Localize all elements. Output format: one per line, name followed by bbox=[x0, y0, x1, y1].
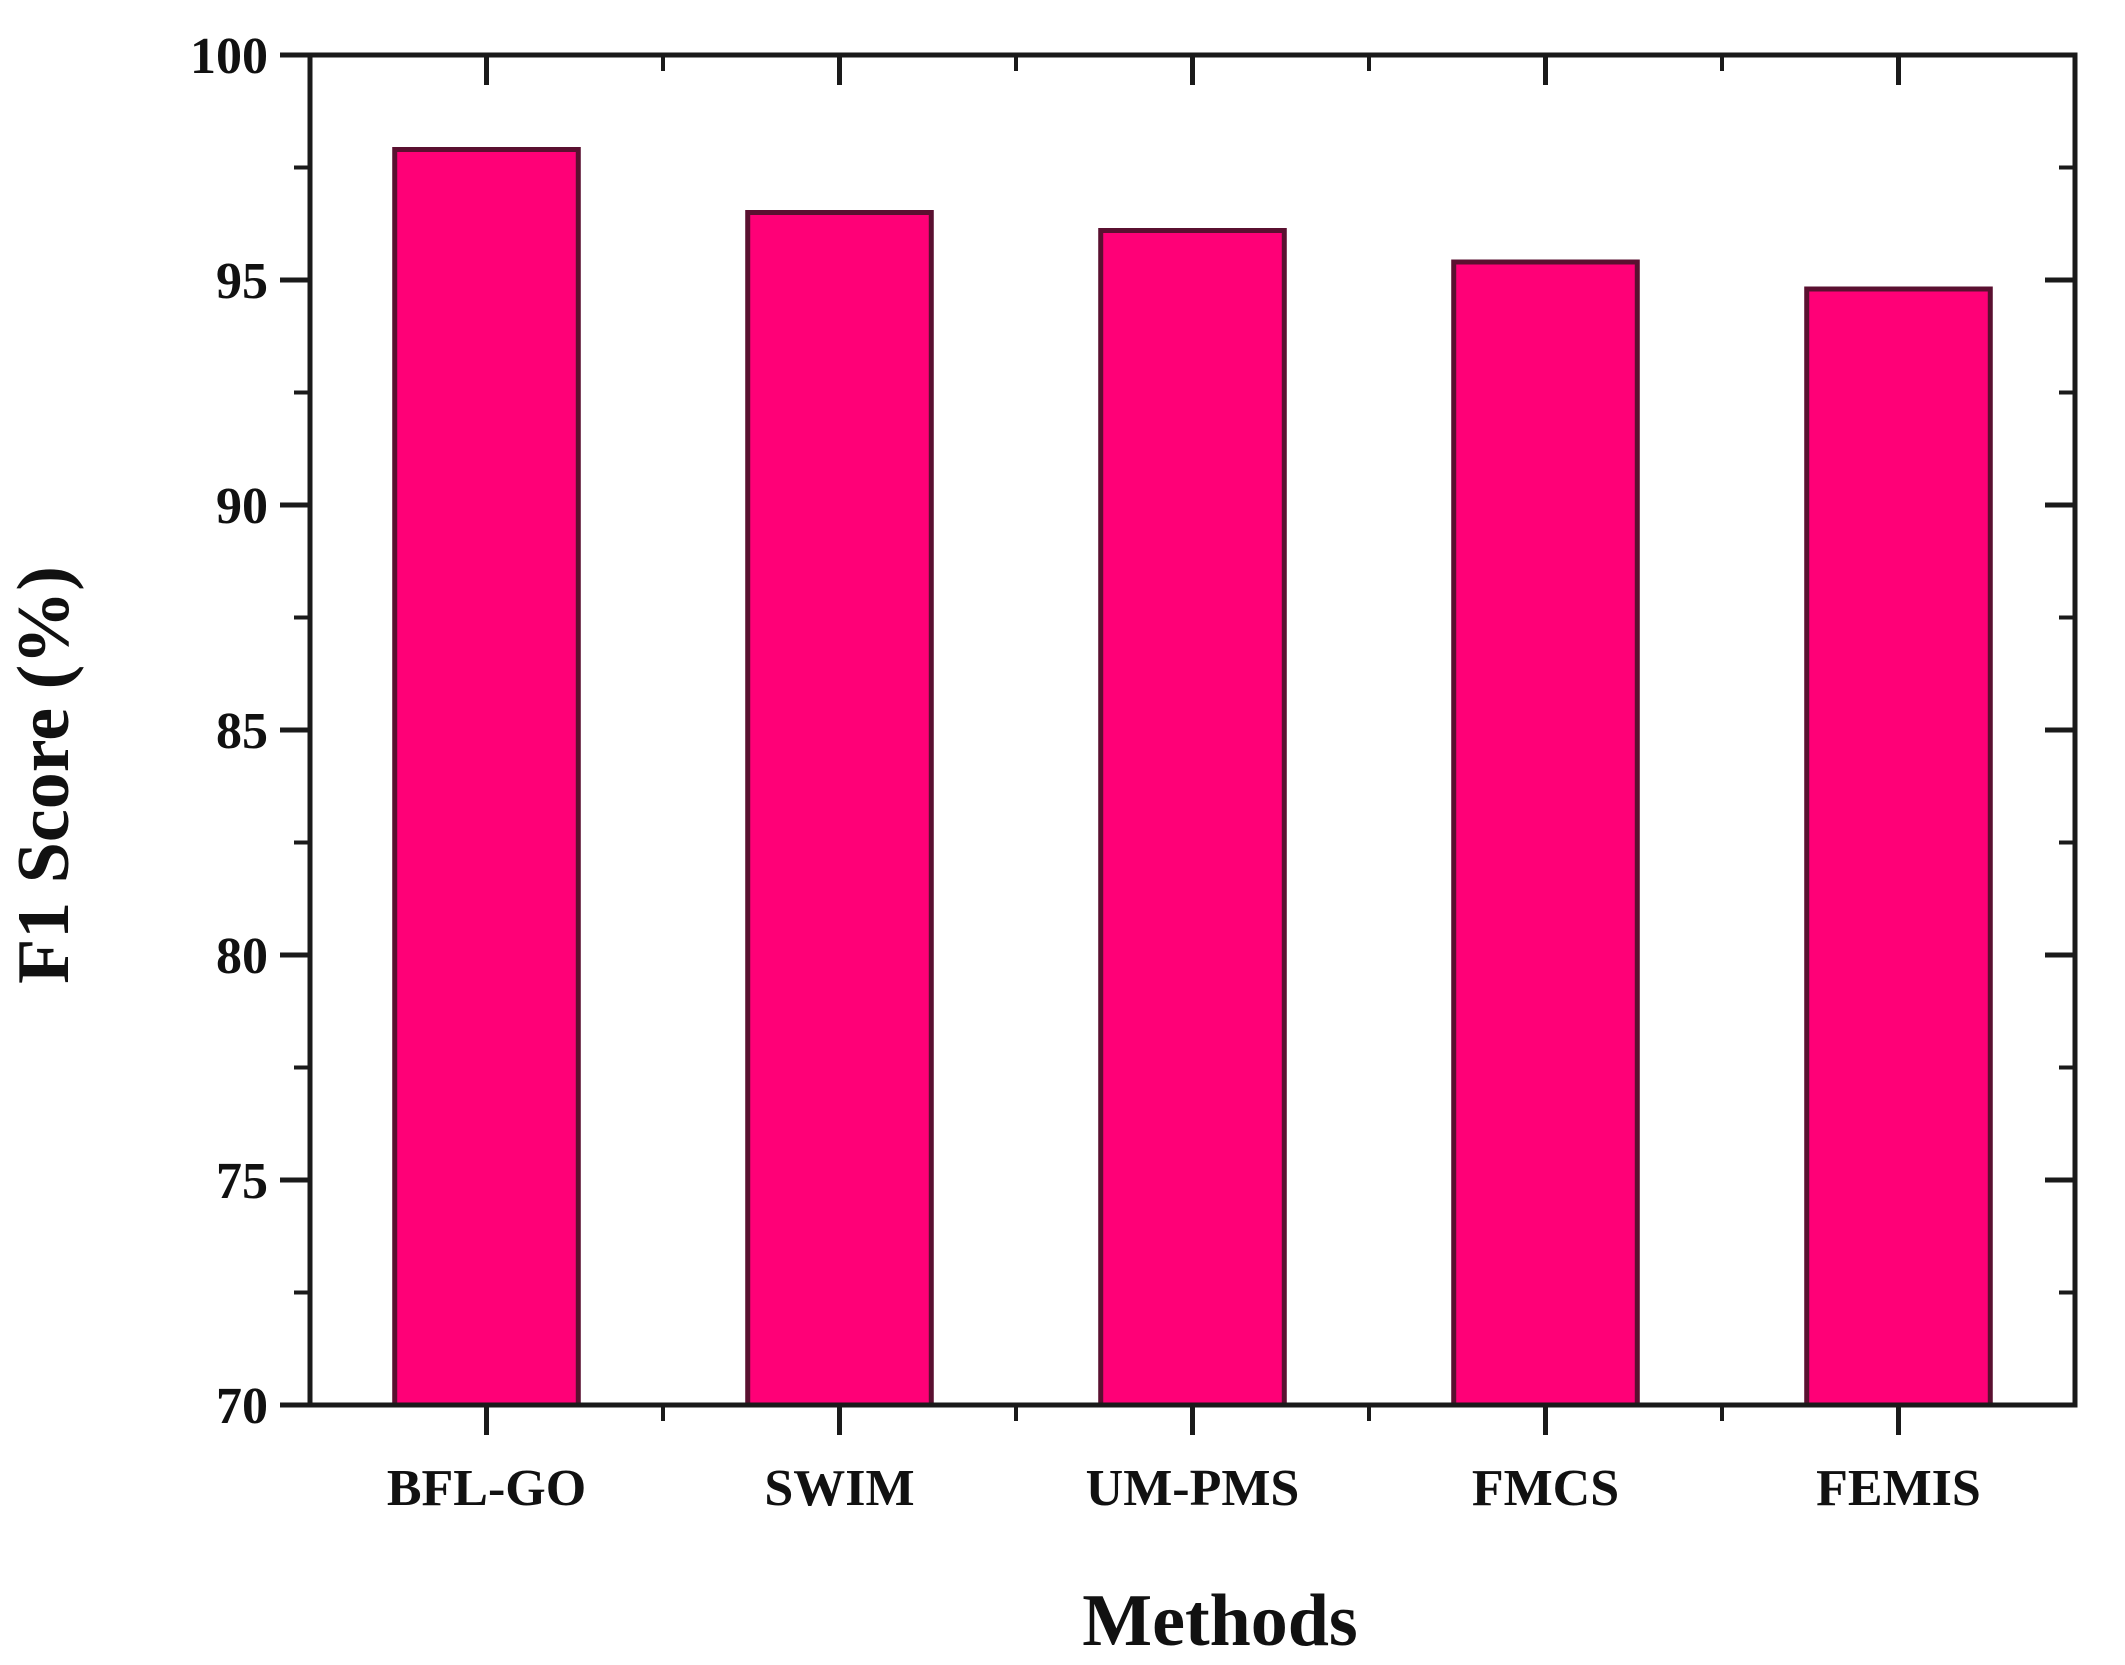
y-tick-label: 95 bbox=[216, 253, 268, 310]
x-tick-label-swim: SWIM bbox=[764, 1460, 914, 1517]
x-tick-label-bfl-go: BFL-GO bbox=[387, 1460, 586, 1517]
bar-femis bbox=[1804, 286, 1993, 1408]
bars-group bbox=[392, 147, 1993, 1408]
bar-swim bbox=[745, 210, 934, 1408]
y-tick-label: 75 bbox=[216, 1153, 268, 1210]
x-axis-title: Methods bbox=[1082, 1580, 1357, 1662]
y-tick-label: 100 bbox=[190, 28, 268, 85]
y-tick-label: 70 bbox=[216, 1378, 268, 1435]
bar-um-pms bbox=[1098, 228, 1287, 1408]
x-tick-label-femis: FEMIS bbox=[1816, 1460, 1981, 1517]
y-tick-label: 90 bbox=[216, 478, 268, 535]
bar-fmcs bbox=[1451, 259, 1640, 1408]
x-tick-label-fmcs: FMCS bbox=[1472, 1460, 1619, 1517]
y-tick-label: 85 bbox=[216, 703, 268, 760]
bar-bfl-go bbox=[392, 147, 581, 1408]
y-tick-labels: 70 75 80 85 90 95 100 bbox=[190, 28, 268, 1435]
y-axis-title: F1 Score (%) bbox=[3, 566, 85, 984]
x-tick-label-um-pms: UM-PMS bbox=[1086, 1460, 1300, 1517]
x-tick-labels: BFL-GO SWIM UM-PMS FMCS FEMIS bbox=[387, 1460, 1981, 1517]
y-tick-label: 80 bbox=[216, 928, 268, 985]
axes-group bbox=[280, 52, 2078, 1435]
